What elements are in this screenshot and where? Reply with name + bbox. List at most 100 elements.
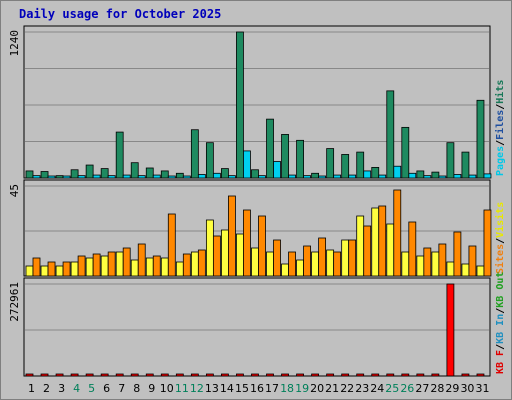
bar-pages: [107, 175, 116, 179]
legend-entry: Visits: [494, 202, 506, 238]
bar-kb-f: [386, 373, 395, 377]
bar-kb-f: [190, 373, 199, 377]
bar-kb-f: [431, 373, 440, 377]
bar-kb-f: [85, 373, 94, 377]
legend: Pages/Files/Hits: [494, 80, 506, 176]
bar-sites: [378, 205, 387, 277]
legend: Sites/Visits: [494, 202, 506, 274]
x-tick-label: 25: [385, 382, 399, 395]
legend-separator: /: [495, 344, 506, 350]
chart-title: Daily usage for October 2025: [19, 7, 222, 21]
bar-sites: [273, 239, 281, 277]
bar-sites: [453, 231, 462, 277]
bar-pages: [243, 150, 251, 179]
bar-hits: [205, 142, 214, 179]
bar-hits: [326, 148, 335, 179]
bar-hits: [100, 168, 109, 179]
bar-visits: [160, 257, 169, 277]
bar-sites: [182, 253, 191, 277]
bar-kb-f: [25, 373, 34, 377]
bar-pages: [318, 175, 327, 179]
bar-kb-f: [145, 373, 154, 377]
bar-visits: [85, 257, 94, 277]
x-tick-label: 21: [325, 382, 339, 395]
bar-pages: [408, 172, 417, 179]
legend-entry: KB Out: [495, 272, 506, 308]
bar-visits: [356, 215, 365, 277]
bar-kb-f: [401, 373, 410, 377]
x-tick-label: 24: [370, 382, 384, 395]
legend-entry: Files: [494, 110, 506, 140]
x-tick-label: 22: [340, 382, 354, 395]
bar-kb-f: [221, 373, 229, 377]
bar-sites: [468, 245, 477, 277]
bar-visits: [100, 255, 109, 277]
legend-entry: KB In: [495, 314, 506, 344]
bar-sites: [92, 253, 101, 277]
bar-pages: [363, 170, 372, 179]
x-tick-label: 30: [460, 382, 474, 395]
bar-pages: [273, 161, 281, 179]
x-tick-label: 14: [220, 382, 234, 395]
bar-pages: [182, 175, 191, 179]
bar-visits: [190, 251, 199, 277]
bar-hits: [175, 172, 184, 179]
bar-hits: [386, 90, 395, 179]
y-tick-label: 45: [8, 184, 21, 197]
bar-visits: [115, 251, 124, 277]
legend-entry: Hits: [494, 80, 506, 104]
x-tick-label: 3: [58, 382, 65, 395]
bar-pages: [152, 174, 161, 179]
bar-hits: [251, 169, 259, 179]
bar-hits: [356, 151, 365, 179]
bar-visits: [431, 251, 440, 277]
bar-hits: [160, 170, 169, 179]
bar-sites: [438, 243, 447, 277]
bar-kb-f: [130, 373, 139, 377]
bar-pages: [122, 174, 131, 179]
bar-visits: [175, 261, 184, 277]
bar-visits: [341, 239, 350, 277]
bar-pages: [77, 175, 86, 179]
bar-sites: [212, 235, 221, 277]
bar-hits: [371, 167, 380, 179]
bar-visits: [326, 249, 335, 277]
legend-separator: /: [495, 104, 506, 110]
bar-pages: [212, 172, 221, 179]
bar-hits: [190, 129, 199, 179]
bar-hits: [311, 172, 320, 179]
bar-hits: [130, 162, 139, 179]
bar-kb-f: [446, 283, 455, 377]
x-tick-label: 8: [133, 382, 140, 395]
bar-visits: [371, 207, 380, 277]
bar-pages: [137, 175, 146, 179]
bar-visits: [461, 263, 470, 277]
x-tick-label: 6: [103, 382, 110, 395]
legend: KB F/KB In/KB Out: [495, 272, 506, 374]
bar-hits: [145, 167, 154, 179]
bar-hits: [401, 126, 410, 179]
bar-hits: [461, 151, 470, 179]
bar-sites: [77, 255, 86, 277]
legend-entry: KB F: [495, 350, 506, 374]
bar-kb-f: [326, 373, 335, 377]
bar-pages: [197, 174, 206, 179]
bar-pages: [393, 165, 402, 179]
bar-pages: [47, 175, 56, 179]
bar-kb-f: [205, 373, 214, 377]
bar-pages: [348, 174, 357, 179]
bar-sites: [243, 209, 251, 277]
bar-visits: [476, 265, 485, 277]
x-tick-label: 11: [175, 382, 189, 395]
bar-visits: [40, 265, 49, 277]
bar-sites: [122, 247, 131, 277]
bar-sites: [393, 189, 402, 277]
bar-sites: [32, 257, 41, 277]
bar-sites: [363, 225, 372, 277]
bar-visits: [130, 259, 139, 277]
bar-pages: [438, 175, 447, 179]
y-tick-label: 1240: [8, 30, 21, 57]
bar-pages: [62, 175, 71, 179]
x-tick-label: 4: [73, 382, 80, 395]
